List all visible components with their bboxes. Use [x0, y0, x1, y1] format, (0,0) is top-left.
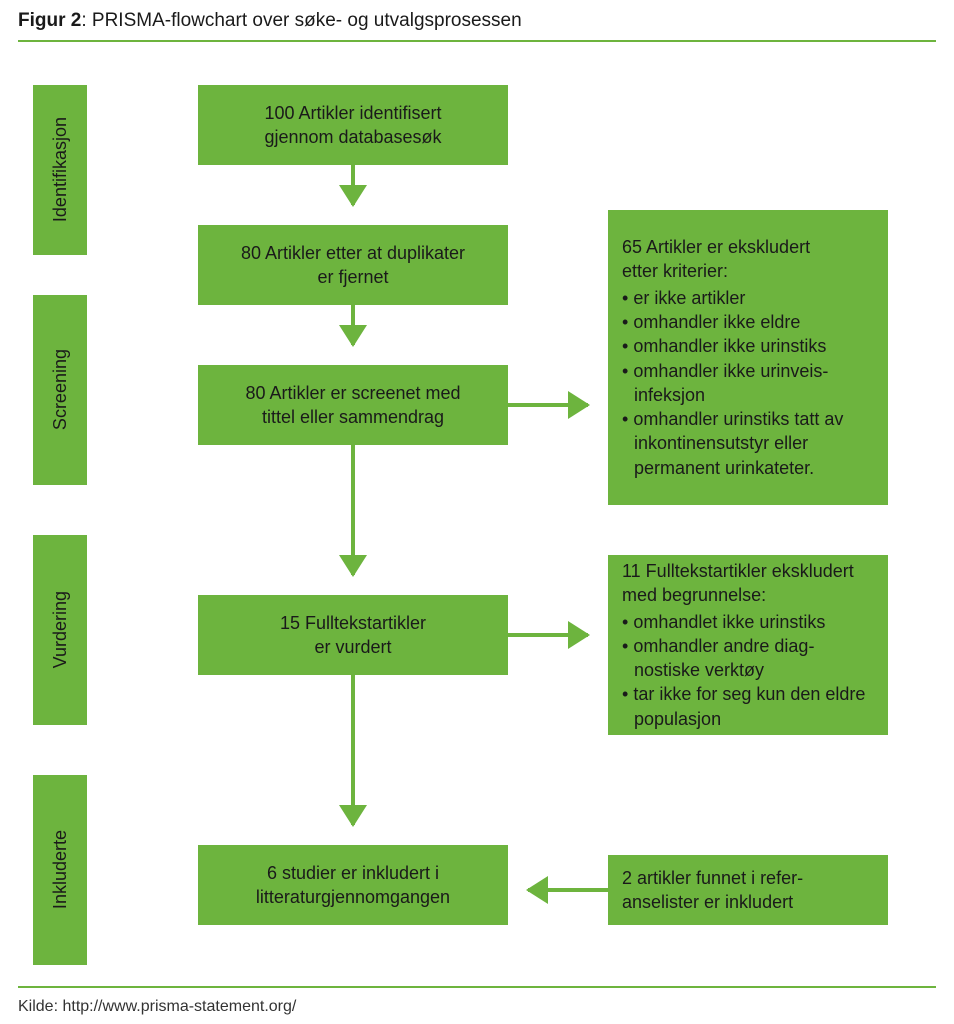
arrow-down-4 — [351, 675, 355, 825]
list-item: omhandler ikke eldre — [622, 310, 874, 334]
box-fulltext: 15 Fulltekstartikler er vurdert — [198, 595, 508, 675]
phase-label: Inkluderte — [50, 830, 71, 909]
figure-label: Figur 2 — [18, 10, 81, 31]
excluded-full-list: omhandlet ikke urinstiksomhandler andre … — [622, 610, 874, 731]
box-excluded-fulltext: 11 Fulltekstartikler ekskludert med begr… — [608, 555, 888, 735]
phase-label: Vurdering — [50, 591, 71, 668]
box-dedup: 80 Artikler etter at duplikater er fjern… — [198, 225, 508, 305]
figure-source: Kilde: http://www.prisma-statement.org/ — [18, 998, 296, 1016]
excluded-screen-list: er ikke artikleromhandler ikke eldreomha… — [622, 286, 874, 480]
phase-included: Inkluderte — [33, 775, 87, 965]
arrow-right-screening-excluded — [508, 403, 588, 407]
box-identified: 100 Artikler identifisert gjennom databa… — [198, 85, 508, 165]
arrow-right-fulltext-excluded — [508, 633, 588, 637]
box-excluded-screening: 65 Artikler er ekskludert etter kriterie… — [608, 210, 888, 505]
arrow-down-3 — [351, 445, 355, 575]
flowchart-canvas: Identifikasjon Screening Vurdering Inklu… — [18, 50, 936, 984]
arrow-left-refs-included — [528, 888, 608, 892]
excluded-screen-head: 65 Artikler er ekskludert etter kriterie… — [622, 235, 874, 284]
list-item: omhandler urinstiks tatt av inkontinensu… — [622, 407, 874, 480]
phase-label: Screening — [50, 349, 71, 430]
list-item: omhandler andre diag­nostiske verktøy — [622, 634, 874, 683]
box-screened: 80 Artikler er screenet med tittel eller… — [198, 365, 508, 445]
list-item: tar ikke for seg kun den eldre populasjo… — [622, 682, 874, 731]
list-item: omhandlet ikke urinstiks — [622, 610, 874, 634]
phase-identification: Identifikasjon — [33, 85, 87, 255]
phase-label: Identifikasjon — [50, 117, 71, 222]
list-item: omhandler ikke urinstiks — [622, 334, 874, 358]
phase-eligibility: Vurdering — [33, 535, 87, 725]
figure-title-text: : PRISMA-flowchart over søke- og utvalgs… — [81, 10, 521, 31]
figure-title: Figur 2: PRISMA-flowchart over søke- og … — [0, 0, 954, 40]
excluded-full-head: 11 Fulltekstartikler ekskludert med begr… — [622, 559, 874, 608]
box-from-refs: 2 artikler funnet i refer­anselister er … — [608, 855, 888, 925]
box-included: 6 studier er inkludert i litteraturgjenn… — [198, 845, 508, 925]
arrow-down-2 — [351, 305, 355, 345]
phase-screening: Screening — [33, 295, 87, 485]
arrow-down-1 — [351, 165, 355, 205]
bottom-rule — [18, 986, 936, 988]
list-item: er ikke artikler — [622, 286, 874, 310]
list-item: omhandler ikke urinveis­infeksjon — [622, 359, 874, 408]
top-rule — [18, 40, 936, 42]
